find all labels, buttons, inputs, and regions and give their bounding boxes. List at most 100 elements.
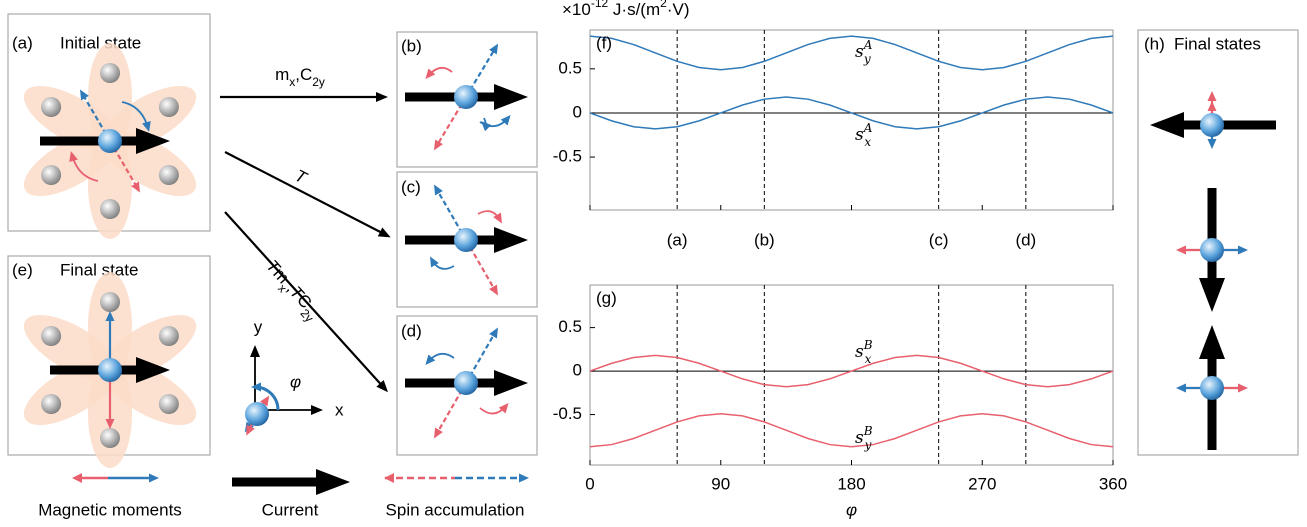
- panel-label: (h): [1144, 34, 1165, 53]
- rotation-arrow: [425, 66, 453, 80]
- panel-label: (g): [596, 288, 617, 307]
- plot-frame: [589, 29, 1114, 211]
- atom: [1200, 113, 1224, 137]
- neighbor-atom: [41, 97, 62, 117]
- neighbor-atom: [158, 394, 179, 414]
- series-superscript: B: [863, 424, 873, 438]
- phase-label: (d): [1015, 230, 1036, 249]
- atom: [1200, 238, 1224, 262]
- plot-frame: [589, 284, 1114, 466]
- phase-label: (b): [754, 230, 775, 249]
- rotation-arrow: [481, 117, 492, 132]
- text-part: 2: [660, 0, 667, 10]
- series-name: s: [855, 342, 864, 362]
- panel-label: (a): [12, 33, 33, 52]
- arrow: [384, 473, 394, 483]
- atom: [454, 228, 478, 252]
- series-name: s: [855, 428, 864, 448]
- panel-frames: [7, 13, 1299, 456]
- text-part: ·V): [667, 0, 690, 19]
- panel-title: Final state: [60, 260, 138, 279]
- phase-label: (c): [929, 230, 949, 249]
- text-part: m: [275, 65, 289, 84]
- series-label: sA y: [855, 38, 873, 66]
- series-line: [589, 412, 1114, 448]
- neighbor-atom: [100, 63, 120, 83]
- series-subscript: y: [864, 438, 872, 452]
- panel-label: (c): [401, 177, 421, 196]
- neighbor-atom: [158, 326, 179, 346]
- series-label: sB y: [855, 424, 873, 452]
- series-superscript: A: [863, 121, 873, 135]
- series-subscript: x: [864, 135, 871, 149]
- panel-b-frame: [396, 31, 538, 168]
- axis-angle-label: φ: [290, 372, 301, 391]
- panel-label: (f): [596, 33, 612, 52]
- axis-x-label: x: [335, 400, 344, 419]
- panel-label: (d): [401, 321, 422, 340]
- axis-y-label: y: [254, 317, 263, 336]
- y-unit-label: ×10-12 J·s/(m2·V): [562, 0, 689, 19]
- neighbor-atom: [100, 199, 120, 219]
- atom: [98, 129, 122, 153]
- rotation-arrow: [425, 352, 455, 366]
- transition-label: T: [292, 166, 311, 188]
- y-tick-label: 0.5: [558, 317, 582, 336]
- series-name: s: [855, 42, 864, 62]
- series-name: s: [855, 125, 864, 145]
- x-tick-label: 270: [968, 474, 996, 493]
- neighbor-atom: [41, 394, 62, 414]
- angle-arc: [251, 382, 280, 411]
- text-part: T: [292, 166, 311, 188]
- rotation-arrow: [479, 402, 509, 415]
- transition-label: mx,C2y: [275, 65, 325, 89]
- series-line: [589, 354, 1114, 388]
- series-superscript: A: [863, 38, 873, 52]
- phase-label: (a): [667, 230, 688, 249]
- text-part: 2y: [312, 75, 325, 89]
- text-part: -12: [591, 0, 609, 10]
- rotation-arrow: [477, 210, 502, 224]
- legend-label: Spin accumulation: [386, 500, 525, 519]
- series-label: sA x: [855, 121, 873, 149]
- panel-label: (b): [401, 36, 422, 55]
- neighbor-atom: [41, 165, 62, 185]
- transition-label: Tmx,TC2y: [259, 257, 324, 325]
- rotation-arrow: [121, 101, 151, 132]
- legend-label: Magnetic moments: [38, 500, 182, 519]
- panel-h-frame: [1137, 29, 1299, 456]
- legend-label: Current: [262, 500, 319, 519]
- series-superscript: B: [863, 338, 873, 352]
- neighbor-atom: [100, 292, 120, 312]
- x-axis-label: φ: [846, 500, 857, 519]
- x-tick-label: 90: [711, 474, 730, 493]
- panel-title: Initial state: [60, 33, 141, 52]
- text-part: ×10: [562, 0, 591, 19]
- panel-title: Final states: [1174, 34, 1261, 53]
- neighbor-atom: [41, 326, 62, 346]
- series-subscript: y: [863, 52, 871, 66]
- atom: [1200, 376, 1224, 400]
- atom: [245, 402, 269, 426]
- x-tick-label: 0: [585, 474, 594, 493]
- x-tick-label: 180: [837, 474, 865, 493]
- y-tick-label: -0.5: [553, 147, 582, 166]
- y-tick-label: -0.5: [553, 404, 582, 423]
- text-part: J·s/(m: [608, 0, 660, 19]
- x-tick-label: 360: [1099, 474, 1127, 493]
- y-tick-label: 0: [573, 361, 582, 380]
- atom: [454, 371, 478, 395]
- series-label: sB x: [855, 338, 873, 366]
- rotation-arrow: [69, 151, 99, 182]
- panel-c-frame: [396, 171, 538, 308]
- panel-d-frame: [396, 315, 538, 456]
- panel-label: (e): [12, 260, 33, 279]
- series-line: [589, 35, 1114, 71]
- y-tick-label: 0.5: [558, 58, 582, 77]
- text-part: ,C: [295, 65, 312, 84]
- atom: [98, 358, 122, 382]
- neighbor-atom: [158, 97, 179, 117]
- rotation-arrow: [430, 256, 455, 270]
- neighbor-atom: [158, 165, 179, 185]
